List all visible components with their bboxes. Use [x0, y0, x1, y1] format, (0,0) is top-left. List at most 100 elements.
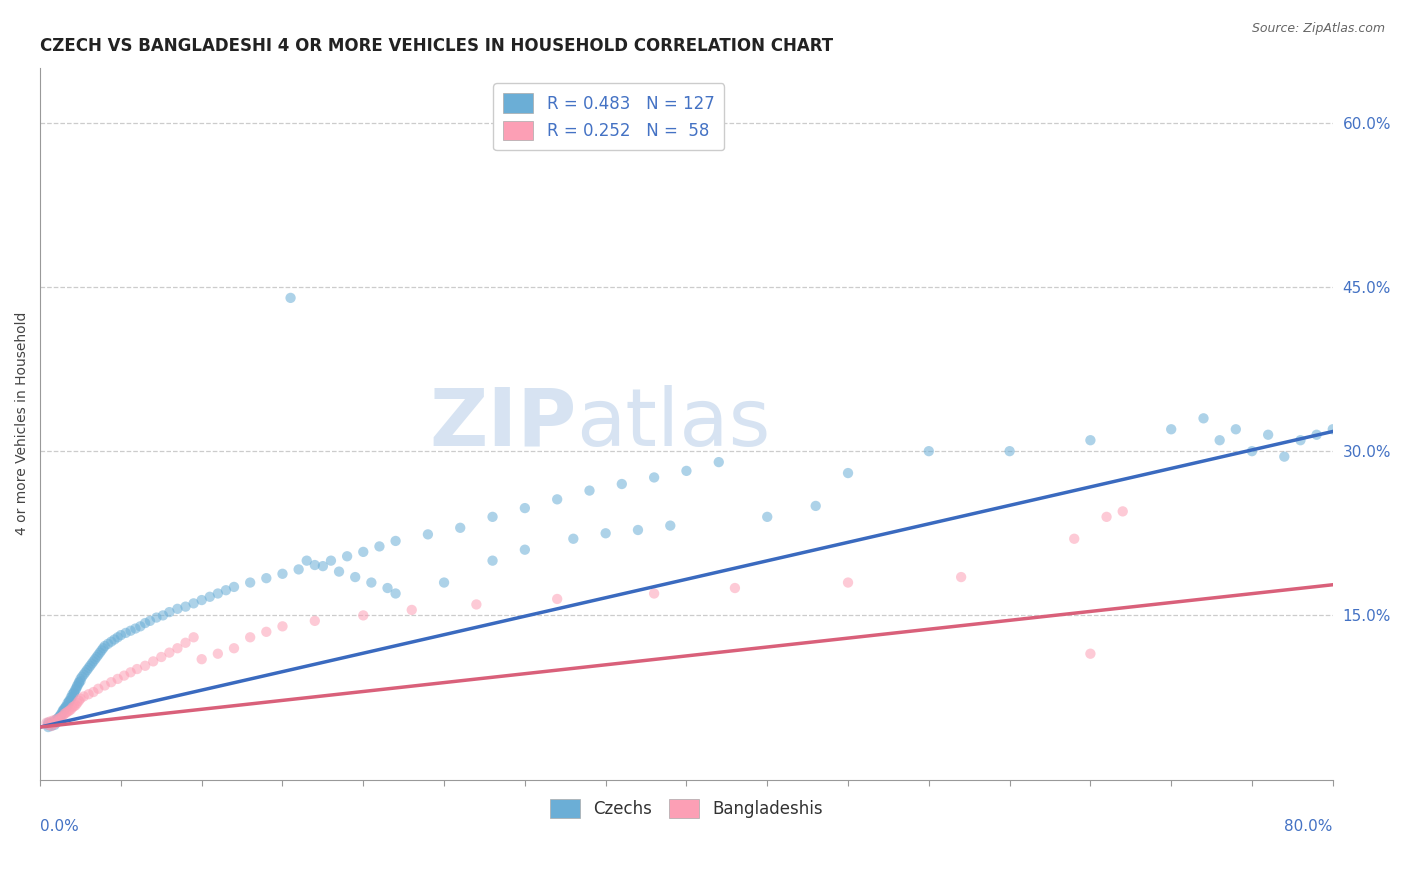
Point [66, 678, 89, 692]
Point [129, 619, 152, 633]
Point [384, 533, 406, 548]
Point [546, 492, 568, 507]
Point [90, 643, 112, 657]
Y-axis label: 4 or more Vehicles in Household: 4 or more Vehicles in Household [15, 312, 30, 535]
Point [304, 558, 326, 572]
Point [222, 641, 245, 656]
Point [77, 661, 100, 675]
Point [79, 658, 101, 673]
Point [100, 634, 122, 648]
Text: CZECH VS BANGLADESHI 4 OR MORE VEHICLES IN HOUSEHOLD CORRELATION CHART: CZECH VS BANGLADESHI 4 OR MORE VEHICLES … [41, 37, 834, 55]
Point [287, 562, 309, 576]
Point [1112, 504, 1135, 518]
Point [837, 466, 859, 480]
Point [52, 705, 75, 719]
Point [77, 687, 100, 701]
Point [55, 706, 77, 720]
Point [449, 521, 471, 535]
Point [142, 654, 165, 668]
Text: Source: ZipAtlas.com: Source: ZipAtlas.com [1251, 22, 1385, 36]
Point [352, 608, 374, 623]
Point [352, 545, 374, 559]
Point [110, 628, 132, 642]
Point [1080, 647, 1102, 661]
Point [222, 580, 245, 594]
Point [89, 646, 111, 660]
Point [87, 681, 110, 696]
Point [643, 586, 665, 600]
Point [48, 710, 70, 724]
Point [37, 720, 59, 734]
Point [55, 700, 77, 714]
Point [37, 718, 59, 732]
Point [69, 674, 91, 689]
Point [76, 663, 98, 677]
Point [481, 509, 503, 524]
Point [80, 657, 103, 671]
Point [1240, 444, 1263, 458]
Point [1272, 450, 1295, 464]
Point [368, 540, 391, 554]
Point [91, 641, 114, 656]
Point [1322, 422, 1344, 436]
Point [41, 719, 63, 733]
Point [271, 566, 294, 581]
Text: 80.0%: 80.0% [1285, 819, 1333, 834]
Point [134, 658, 156, 673]
Point [49, 710, 72, 724]
Point [67, 675, 90, 690]
Point [56, 696, 79, 710]
Point [44, 716, 66, 731]
Point [1305, 427, 1327, 442]
Point [183, 596, 205, 610]
Point [44, 718, 66, 732]
Point [280, 291, 302, 305]
Point [1063, 532, 1085, 546]
Point [63, 685, 86, 699]
Point [56, 705, 79, 719]
Point [65, 698, 87, 713]
Point [56, 698, 79, 713]
Point [546, 591, 568, 606]
Point [67, 676, 90, 690]
Point [63, 699, 86, 714]
Point [112, 668, 135, 682]
Point [198, 590, 221, 604]
Point [1080, 434, 1102, 448]
Point [62, 690, 84, 704]
Point [93, 678, 115, 692]
Point [42, 714, 65, 729]
Point [45, 713, 67, 727]
Point [46, 714, 69, 728]
Point [562, 532, 585, 546]
Point [998, 444, 1021, 458]
Point [38, 714, 60, 729]
Point [145, 610, 167, 624]
Point [183, 630, 205, 644]
Point [41, 719, 63, 733]
Point [513, 542, 536, 557]
Point [207, 586, 229, 600]
Point [73, 667, 96, 681]
Point [65, 682, 87, 697]
Point [93, 639, 115, 653]
Point [73, 690, 96, 704]
Point [49, 706, 72, 721]
Point [1160, 422, 1182, 436]
Point [401, 603, 423, 617]
Point [1095, 509, 1118, 524]
Point [42, 714, 65, 728]
Point [416, 527, 439, 541]
Point [37, 718, 59, 732]
Point [103, 632, 125, 647]
Point [207, 647, 229, 661]
Point [100, 675, 122, 690]
Point [58, 704, 80, 718]
Point [918, 444, 941, 458]
Point [239, 575, 262, 590]
Point [114, 626, 136, 640]
Point [58, 694, 80, 708]
Point [336, 549, 359, 564]
Point [1208, 434, 1230, 448]
Point [59, 702, 82, 716]
